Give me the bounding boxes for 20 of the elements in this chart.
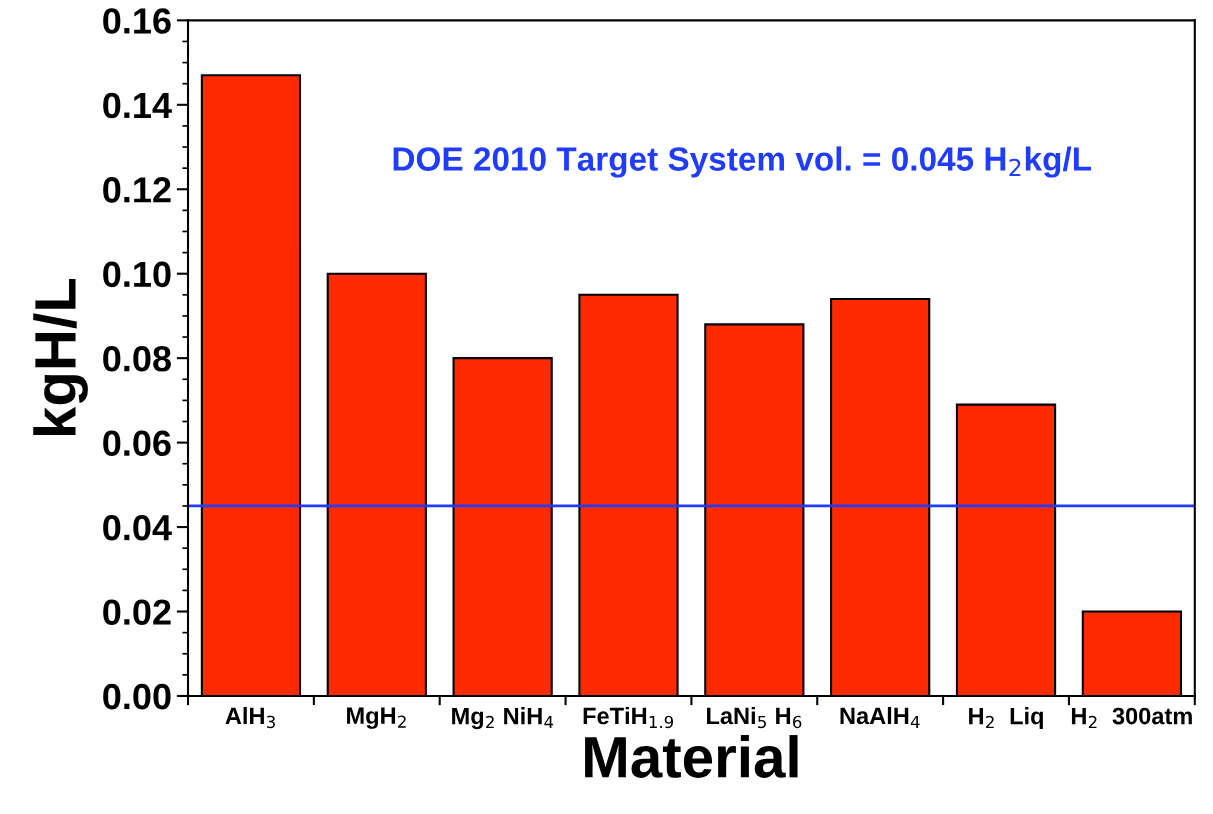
y-tick-label: 0.12 (103, 177, 171, 203)
y-tick-label: 0.10 (103, 261, 171, 288)
x-tick-label: MgH$_{2}$ (347, 707, 406, 729)
x-tick-label: LaNi$_{5}$ H$_{6}$ (707, 706, 802, 729)
x-tick-label: H$_{2}$ 300atm (1071, 707, 1192, 729)
ref-line-label: DOE 2010 Target System vol. = 0.045 H$_{2}$kg/L (393, 146, 1092, 178)
y-tick-label: 0.00 (103, 683, 171, 710)
y-tick-label: 0.16 (103, 8, 171, 34)
x-axis-title: Material (585, 735, 798, 778)
x-tick-label: NaAlH$_{4}$ (840, 706, 920, 728)
y-tick-label: 0.04 (103, 514, 172, 541)
x-tick-label: H$_{2}$ Liq (969, 707, 1043, 730)
y-tick-label: 0.02 (103, 599, 171, 625)
y-tick-label: 0.06 (103, 430, 171, 457)
y-tick-label: 0.14 (103, 92, 172, 119)
x-tick-label: AlH$_{3}$ (225, 706, 275, 729)
x-tick-label: Mg$_{2}$ NiH$_{4}$ (452, 707, 554, 730)
y-tick-label: 0.08 (103, 346, 171, 372)
y-axis-title: kgH/L (33, 278, 88, 436)
x-tick-label: FeTiH$_{1.9}$ (583, 706, 674, 729)
